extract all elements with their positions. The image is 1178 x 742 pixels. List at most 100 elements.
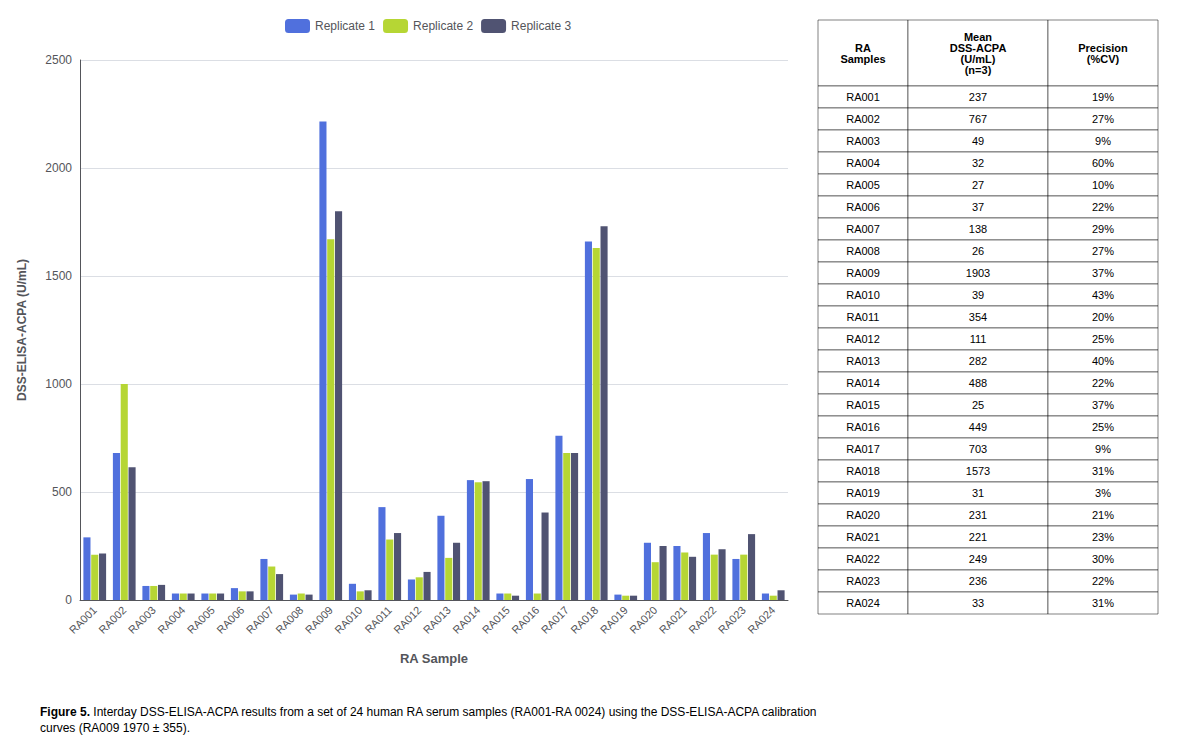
svg-text:22%: 22% [1092, 575, 1114, 587]
svg-text:RA003: RA003 [126, 604, 158, 636]
svg-text:RA Sample: RA Sample [400, 651, 468, 666]
svg-text:1500: 1500 [45, 269, 72, 283]
svg-text:22%: 22% [1092, 201, 1114, 213]
svg-text:30%: 30% [1092, 553, 1114, 565]
svg-text:37: 37 [972, 201, 984, 213]
svg-text:488: 488 [969, 377, 987, 389]
svg-text:RA010: RA010 [846, 289, 880, 301]
svg-text:0: 0 [65, 593, 72, 607]
svg-text:RA016: RA016 [509, 604, 541, 636]
svg-text:21%: 21% [1092, 509, 1114, 521]
svg-text:33: 33 [972, 597, 984, 609]
svg-text:RA007: RA007 [846, 223, 880, 235]
svg-text:RA019: RA019 [846, 487, 880, 499]
svg-text:RA005: RA005 [185, 604, 217, 636]
svg-text:9%: 9% [1095, 443, 1111, 455]
svg-text:RA002: RA002 [846, 113, 880, 125]
svg-text:31%: 31% [1092, 597, 1114, 609]
svg-text:RA011: RA011 [362, 604, 394, 636]
svg-text:(n=3): (n=3) [965, 64, 992, 76]
svg-text:RA014: RA014 [450, 604, 482, 636]
svg-text:27%: 27% [1092, 113, 1114, 125]
svg-text:RA009: RA009 [846, 267, 880, 279]
svg-text:39: 39 [972, 289, 984, 301]
svg-text:RA017: RA017 [539, 604, 571, 636]
svg-text:RA011: RA011 [847, 311, 880, 323]
svg-text:RA021: RA021 [657, 604, 689, 636]
svg-text:RA008: RA008 [273, 604, 305, 636]
svg-text:RA016: RA016 [846, 421, 880, 433]
svg-text:25: 25 [972, 399, 984, 411]
svg-text:Figure 5.: Figure 5. [40, 705, 90, 719]
svg-text:231: 231 [969, 509, 987, 521]
svg-text:37%: 37% [1092, 267, 1114, 279]
svg-text:23%: 23% [1092, 531, 1114, 543]
svg-text:RA007: RA007 [244, 604, 276, 636]
svg-text:25%: 25% [1092, 333, 1114, 345]
svg-text:49: 49 [972, 135, 984, 147]
svg-text:DSS-ELISA-ACPA (U/mL): DSS-ELISA-ACPA (U/mL) [15, 259, 29, 401]
svg-text:RA006: RA006 [214, 604, 246, 636]
svg-text:RA024: RA024 [846, 597, 880, 609]
svg-text:RA023: RA023 [846, 575, 880, 587]
svg-text:RA012: RA012 [391, 604, 423, 636]
svg-text:RA015: RA015 [480, 604, 512, 636]
svg-text:25%: 25% [1092, 421, 1114, 433]
svg-text:RA020: RA020 [846, 509, 880, 521]
svg-text:40%: 40% [1092, 355, 1114, 367]
svg-text:RA014: RA014 [846, 377, 880, 389]
svg-text:767: 767 [969, 113, 987, 125]
svg-text:31%: 31% [1092, 465, 1114, 477]
svg-text:curves (RA009 1970 ± 355).: curves (RA009 1970 ± 355). [40, 721, 190, 735]
svg-text:RA022: RA022 [686, 604, 718, 636]
svg-text:449: 449 [969, 421, 987, 433]
svg-text:1000: 1000 [45, 377, 72, 391]
svg-text:RA021: RA021 [846, 531, 880, 543]
svg-text:Interday DSS-ELISA-ACPA result: Interday DSS-ELISA-ACPA results from a s… [90, 705, 817, 719]
svg-text:RA006: RA006 [846, 201, 880, 213]
svg-text:RA019: RA019 [598, 604, 630, 636]
svg-text:31: 31 [972, 487, 984, 499]
svg-text:RA005: RA005 [846, 179, 880, 191]
svg-text:22%: 22% [1092, 377, 1114, 389]
svg-text:RA017: RA017 [846, 443, 880, 455]
svg-text:37%: 37% [1092, 399, 1114, 411]
svg-text:500: 500 [52, 485, 72, 499]
svg-text:1903: 1903 [966, 267, 990, 279]
svg-text:3%: 3% [1095, 487, 1111, 499]
svg-text:RA009: RA009 [303, 604, 335, 636]
svg-text:221: 221 [969, 531, 987, 543]
svg-text:111: 111 [970, 333, 987, 345]
svg-text:Samples: Samples [840, 53, 885, 65]
svg-text:29%: 29% [1092, 223, 1114, 235]
svg-text:43%: 43% [1092, 289, 1114, 301]
svg-text:RA015: RA015 [846, 399, 880, 411]
svg-text:RA024: RA024 [745, 604, 777, 636]
svg-text:RA004: RA004 [846, 157, 880, 169]
svg-text:27: 27 [972, 179, 984, 191]
svg-text:Replicate 1: Replicate 1 [315, 19, 375, 33]
svg-text:2500: 2500 [45, 53, 72, 67]
svg-text:RA010: RA010 [332, 604, 364, 636]
svg-text:20%: 20% [1092, 311, 1114, 323]
svg-text:RA001: RA001 [846, 91, 880, 103]
svg-text:237: 237 [969, 91, 987, 103]
svg-text:RA023: RA023 [716, 604, 748, 636]
svg-text:RA013: RA013 [846, 355, 880, 367]
svg-text:282: 282 [969, 355, 987, 367]
svg-text:26: 26 [972, 245, 984, 257]
svg-text:RA018: RA018 [846, 465, 880, 477]
svg-text:32: 32 [972, 157, 984, 169]
svg-text:27%: 27% [1092, 245, 1114, 257]
svg-text:Replicate 2: Replicate 2 [413, 19, 473, 33]
svg-text:10%: 10% [1092, 179, 1114, 191]
svg-text:RA022: RA022 [846, 553, 880, 565]
svg-text:RA020: RA020 [627, 604, 659, 636]
svg-text:RA004: RA004 [155, 604, 187, 636]
svg-text:RA008: RA008 [846, 245, 880, 257]
svg-text:Replicate 3: Replicate 3 [511, 19, 571, 33]
svg-text:236: 236 [969, 575, 987, 587]
svg-text:9%: 9% [1095, 135, 1111, 147]
svg-text:60%: 60% [1092, 157, 1114, 169]
svg-text:19%: 19% [1092, 91, 1114, 103]
